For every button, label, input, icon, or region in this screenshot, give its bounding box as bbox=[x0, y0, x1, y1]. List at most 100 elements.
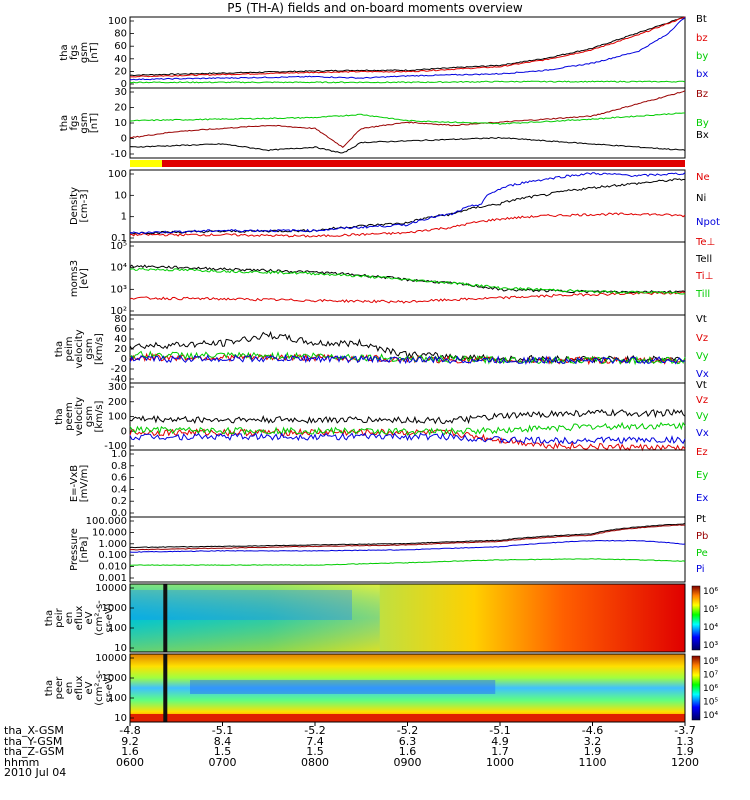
axis-row-value: 4.9 bbox=[491, 734, 509, 748]
legend-label: Vy bbox=[696, 411, 709, 422]
colorbar-tick-label: 10⁵ bbox=[703, 605, 718, 615]
legend-label: Ey bbox=[696, 470, 708, 481]
series-line bbox=[129, 16, 686, 78]
legend-label: by bbox=[696, 51, 708, 62]
mode-bar-red bbox=[162, 160, 685, 167]
y-tick-label: 0.8 bbox=[111, 461, 127, 472]
y-tick-label: 10⁵ bbox=[110, 241, 127, 252]
series-line bbox=[129, 408, 686, 425]
legend-label: Te⊥ bbox=[695, 237, 715, 248]
panel-4: 10⁵ 10⁴ 10³ 10² moms3 [eV] Tell Ti⊥ Till bbox=[69, 241, 713, 317]
series-line bbox=[129, 353, 686, 366]
y-tick-label: 10² bbox=[110, 306, 127, 317]
y-tick-label: -100 bbox=[104, 441, 127, 452]
axis-row-value: 1.9 bbox=[676, 745, 694, 758]
axis-row-value: 1.6 bbox=[121, 745, 139, 758]
y-tick-label: 30 bbox=[114, 87, 127, 98]
legend-label: Tell bbox=[695, 254, 712, 265]
axis-row-value: 6.3 bbox=[398, 734, 417, 748]
y-axis-label: sr-eV) bbox=[104, 673, 115, 702]
y-axis-label: E=-VxB bbox=[69, 465, 80, 502]
legend-label: By bbox=[696, 118, 709, 129]
legend-label: Ni bbox=[696, 193, 706, 204]
y-tick-label: 0.4 bbox=[111, 484, 127, 495]
colorbar-tick-label: 10⁶ bbox=[703, 684, 718, 694]
figure-title: P5 (TH-A) fields and on-board moments ov… bbox=[227, 1, 523, 15]
y-axis-label: en bbox=[64, 682, 75, 695]
series-line bbox=[129, 16, 686, 77]
series-line bbox=[129, 80, 686, 84]
legend-label: Bz bbox=[696, 89, 708, 100]
colorbar-tick-label: 10⁵ bbox=[703, 698, 718, 708]
y-axis-label: peer bbox=[54, 676, 65, 700]
series-line bbox=[129, 172, 686, 235]
y-tick-label: 1.0 bbox=[111, 449, 127, 460]
colorbar bbox=[691, 585, 701, 651]
legend-label: Vz bbox=[696, 395, 708, 406]
panel-7: 1.00.80.60.40.20.0 E=-VxB [mV/m] Ez Ey Ex bbox=[69, 447, 708, 519]
y-axis-label: [km/s] bbox=[94, 333, 105, 365]
y-tick-label: 0.001 bbox=[98, 573, 127, 584]
legend-label: Ti⊥ bbox=[695, 271, 713, 282]
ion-spectrogram-overlay bbox=[130, 584, 380, 652]
axis-row-value: 9.2 bbox=[121, 734, 139, 748]
legend-label: Pe bbox=[696, 548, 708, 559]
y-tick-label: 0.010 bbox=[98, 562, 127, 573]
y-axis-label: [nT] bbox=[89, 42, 100, 62]
y-axis-label: [eV] bbox=[79, 268, 90, 289]
axis-row-value: -4.8 bbox=[119, 724, 141, 737]
y-tick-label: 100 bbox=[108, 412, 127, 423]
panel-frame bbox=[129, 449, 686, 518]
axis-row-value: 0800 bbox=[301, 755, 329, 769]
y-tick-label: 1 bbox=[121, 212, 127, 223]
y-tick-label: 1000 bbox=[102, 673, 127, 684]
axis-row-label: tha_Z-GSM bbox=[4, 745, 65, 758]
y-axis-label: velocity bbox=[74, 397, 85, 436]
y-axis-label: tha bbox=[44, 610, 55, 626]
y-tick-label: 0 bbox=[121, 354, 127, 365]
axis-row-value: 1.6 bbox=[398, 745, 417, 758]
series-line bbox=[130, 558, 686, 566]
series-line bbox=[129, 112, 685, 125]
y-tick-label: 10000 bbox=[95, 583, 127, 594]
legend-label: Bt bbox=[696, 14, 707, 25]
legend-label: Till bbox=[695, 289, 710, 300]
series-line bbox=[130, 524, 685, 551]
axis-row-value: 1100 bbox=[578, 755, 607, 769]
legend-label: Npot bbox=[696, 217, 720, 228]
panel-frame bbox=[129, 241, 686, 316]
panel-frame bbox=[129, 87, 686, 159]
electron-lowenergy-band bbox=[130, 714, 685, 722]
y-tick-label: 200 bbox=[108, 397, 127, 408]
axis-row-value: 0900 bbox=[393, 755, 422, 769]
y-axis-label: tha bbox=[59, 115, 70, 131]
legend-label: Ne bbox=[696, 172, 710, 183]
y-tick-label: 10³ bbox=[110, 284, 127, 295]
y-axis-label: gsm bbox=[79, 42, 90, 63]
y-axis-label: [nPa] bbox=[79, 536, 90, 562]
y-tick-label: 20 bbox=[114, 344, 127, 355]
y-tick-label: 300 bbox=[108, 382, 127, 393]
panel-10: 10⁸ 10⁷ 10⁶ 10⁵ 10⁴ 10000 1000 100 10 tha peer en ef… bbox=[44, 653, 718, 724]
y-tick-label: -20 bbox=[111, 364, 127, 375]
y-axis-label: eV bbox=[84, 681, 95, 694]
legend-label: Vx bbox=[696, 369, 709, 380]
y-axis-label: gsm bbox=[84, 406, 95, 427]
legend-label: bx bbox=[696, 69, 708, 80]
y-axis-label: peir bbox=[54, 607, 65, 627]
y-tick-label: 100.000 bbox=[86, 516, 127, 527]
legend-label: Ez bbox=[696, 447, 708, 458]
y-axis-label: eV bbox=[84, 611, 95, 624]
series-line bbox=[129, 432, 686, 445]
y-tick-label: 100 bbox=[108, 623, 127, 634]
y-axis-label: gsm bbox=[84, 338, 95, 359]
y-axis-label: [cm-3] bbox=[79, 189, 90, 222]
y-tick-label: 10000 bbox=[95, 653, 127, 664]
electron-data-gap bbox=[163, 654, 168, 722]
y-axis-label: gsm bbox=[79, 112, 90, 133]
axis-row-value: -5.1 bbox=[489, 724, 511, 737]
legend-label: Ex bbox=[696, 493, 708, 504]
y-axis-label: tha bbox=[54, 341, 65, 357]
